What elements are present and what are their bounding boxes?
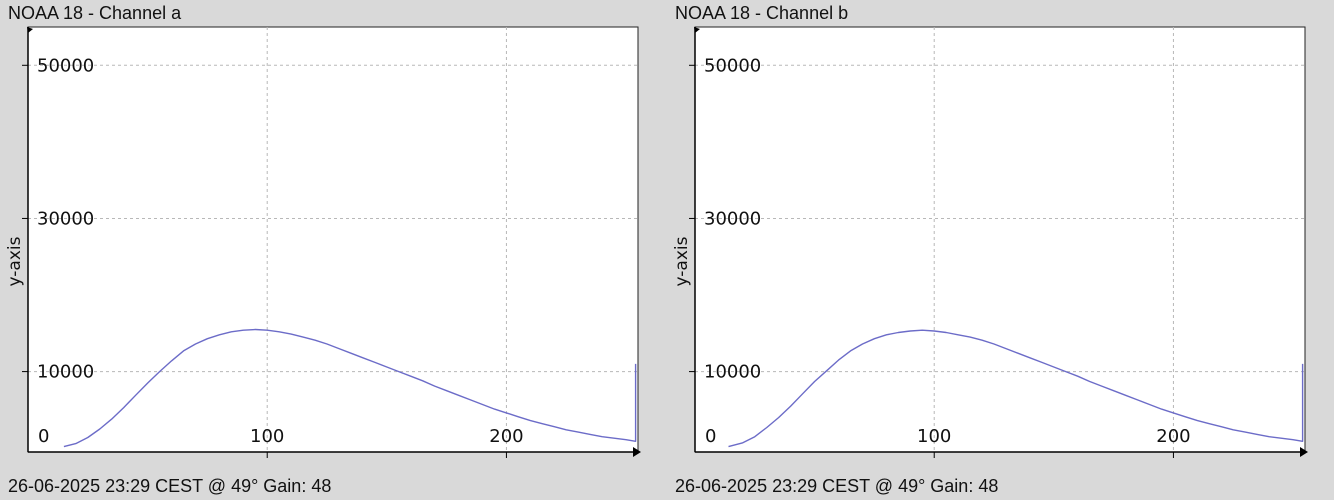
x-axis-arrow (1300, 447, 1308, 457)
chart-title: NOAA 18 - Channel a (8, 3, 182, 23)
x-axis-arrow (633, 447, 641, 457)
x-tick-label: 100 (250, 426, 284, 447)
histogram-line (728, 329, 1304, 448)
x-tick-label: 100 (917, 426, 951, 447)
chart-panel-channel-b: NOAA 18 - Channel b 0 100 200 10000 30000 500… (667, 0, 1334, 500)
y-tick-label: 10000 (37, 362, 94, 383)
plot-background (694, 26, 1306, 453)
histogram-line (63, 328, 637, 448)
y-tick-label: 50000 (37, 55, 94, 76)
y-axis-arrow (27, 27, 33, 33)
pass-info-footer: 26-06-2025 23:29 CEST @ 49° Gain: 48 (675, 476, 999, 496)
chart-plot-area: 0 100 200 10000 30000 50000 y-axis (5, 26, 641, 458)
pass-info-footer: 26-06-2025 23:29 CEST @ 49° Gain: 48 (8, 476, 332, 496)
chart-plot-area: 0 100 200 10000 30000 50000 y-axis (672, 26, 1308, 458)
y-tick-label: 30000 (704, 208, 761, 229)
plot-background (27, 26, 639, 453)
chart-title: NOAA 18 - Channel b (675, 3, 849, 23)
x-tick-label: 200 (489, 426, 523, 447)
chart-panel-channel-a: NOAA 18 - Channel a 0 100 200 10000 30000 500… (5, 3, 641, 496)
x-tick-label: 200 (1156, 426, 1190, 447)
y-axis-label: y-axis (5, 236, 25, 286)
y-axis-label: y-axis (672, 236, 692, 286)
y-tick-label: 30000 (37, 208, 94, 229)
x-tick-label: 0 (38, 426, 49, 447)
x-tick-label: 0 (705, 426, 716, 447)
y-tick-label: 50000 (704, 55, 761, 76)
y-tick-label: 10000 (704, 362, 761, 383)
y-axis-arrow (694, 27, 700, 33)
